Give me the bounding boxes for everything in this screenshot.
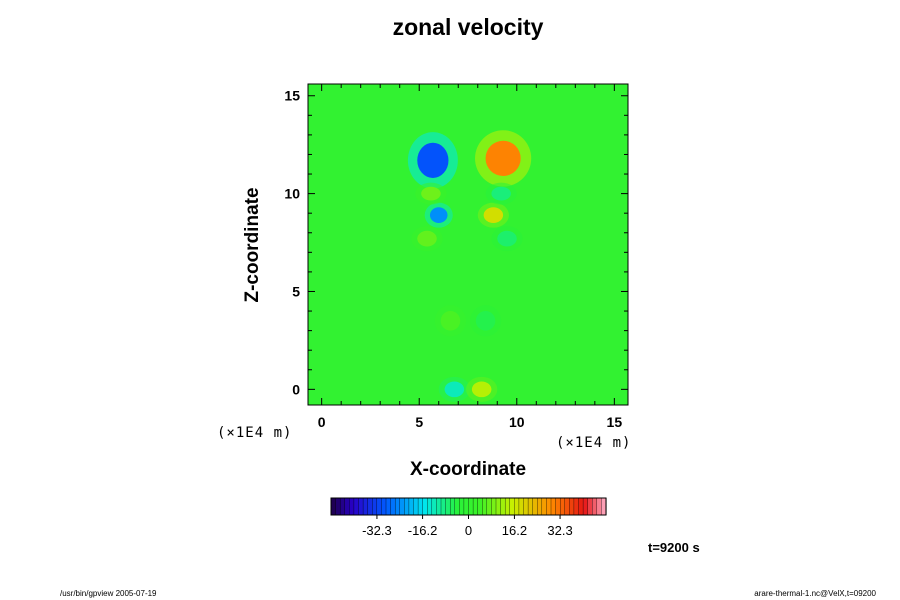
x-unit-label: (×1E4 m) [217, 425, 293, 441]
colorbar-tick-label: -16.2 [408, 523, 438, 538]
colorbar-segment [504, 497, 511, 516]
colorbar-segment [367, 497, 373, 516]
velocity-field [407, 130, 532, 402]
colorbar-tick-label: 0 [465, 523, 472, 538]
colorbar-segment [578, 497, 584, 516]
colorbar: -32.3 -16.2 0 16.2 32.3 [330, 497, 607, 538]
colorbar-segment [587, 497, 593, 516]
colorbar-segment [491, 497, 497, 516]
x-tick-label: 5 [415, 414, 423, 430]
colorbar-segment [431, 497, 437, 516]
colorbar-segment [427, 497, 433, 516]
colorbar-segment [339, 497, 346, 516]
colorbar-segment [344, 497, 350, 516]
colorbar-segment [454, 497, 460, 516]
colorbar-segment [472, 497, 479, 516]
colorbar-segment [372, 497, 378, 516]
colorbar-segment [527, 497, 534, 516]
velocity-feature-pos [477, 202, 509, 228]
colorbar-segment [335, 497, 341, 516]
colorbar-segment [537, 497, 543, 516]
colorbar-segment [349, 497, 355, 516]
colorbar-segment [569, 497, 575, 516]
colorbar-segment [385, 497, 392, 516]
y-unit-label: (×1E4 m) [556, 435, 632, 451]
y-tick-label: 5 [292, 283, 300, 299]
y-axis-label: Z-coordinate [242, 187, 263, 303]
plot-frame [307, 83, 629, 406]
velocity-feature-pos [466, 376, 498, 402]
x-tick-label: 0 [318, 414, 326, 430]
colorbar-tick-label: -32.3 [362, 523, 392, 538]
y-tick-label: 10 [284, 186, 300, 202]
colorbar-segment [486, 497, 492, 516]
velocity-feature-neg [438, 376, 470, 402]
velocity-feature-pos [475, 130, 532, 187]
colorbar-segment [546, 497, 552, 516]
colorbar-segment [523, 497, 529, 516]
velocity-feature-neg [485, 182, 517, 205]
colorbar-tick-label: 16.2 [502, 523, 527, 538]
colorbar-segment [440, 497, 447, 516]
colorbar-segment [518, 497, 525, 516]
colorbar-segment [477, 497, 483, 516]
velocity-feature-pos [411, 226, 443, 252]
axes: 0 5 10 15 0 5 10 15 [284, 84, 628, 430]
velocity-feature-pos [434, 305, 467, 337]
colorbar-segment [436, 497, 442, 516]
colorbar-segment [330, 497, 337, 516]
colorbar-segment [550, 497, 557, 516]
colorbar-segment [376, 497, 382, 516]
colorbar-segment [362, 497, 369, 516]
velocity-feature-neg [407, 132, 458, 189]
colorbar-segment [417, 497, 424, 516]
velocity-feature-neg [469, 305, 502, 337]
colorbar-segment [449, 497, 456, 516]
colorbar-segment [390, 497, 396, 516]
colorbar-segment [353, 497, 360, 516]
colorbar-segment [509, 497, 515, 516]
colorbar-segment [358, 497, 364, 516]
colorbar-segment [408, 497, 415, 516]
colorbar-segment [541, 497, 547, 516]
colorbar-tick-label: 32.3 [547, 523, 572, 538]
colorbar-segment [399, 497, 405, 516]
colorbar-segment [422, 497, 428, 516]
x-axis-label: X-coordinate [409, 459, 527, 480]
velocity-feature-neg [491, 226, 523, 252]
colorbar-segment [596, 497, 602, 516]
colorbar-segment [555, 497, 561, 516]
colorbar-segment [564, 497, 570, 516]
colorbar-segment [404, 497, 410, 516]
colorbar-segment [459, 497, 465, 516]
y-tick-label: 15 [284, 88, 300, 104]
colorbar-segment [445, 497, 451, 516]
colorbar-segment [582, 497, 589, 516]
colorbar-segment [573, 497, 580, 516]
colorbar-segment [482, 497, 488, 516]
colorbar-segment [463, 497, 470, 516]
velocity-feature-pos [415, 182, 447, 205]
colorbar-segment [559, 497, 566, 516]
footer-source: arare-thermal-1.nc@VelX,t=09200 [754, 589, 876, 598]
colorbar-segment [413, 497, 419, 516]
colorbar-segment [532, 497, 538, 516]
colorbar-segment [495, 497, 502, 516]
colorbar-segment [394, 497, 401, 516]
velocity-feature-neg [424, 202, 453, 228]
x-tick-label: 10 [509, 414, 525, 430]
footer-command: /usr/bin/gpview 2005-07-19 [60, 589, 157, 598]
plot-background [308, 84, 628, 405]
colorbar-segment [468, 497, 474, 516]
y-tick-label: 0 [292, 381, 300, 397]
colorbar-segment [500, 497, 506, 516]
chart-title: zonal velocity [392, 14, 544, 40]
x-tick-label: 15 [607, 414, 623, 430]
colorbar-segment [514, 497, 520, 516]
colorbar-segment [592, 497, 598, 516]
colorbar-segment [381, 497, 387, 516]
time-label: t=9200 s [648, 540, 700, 555]
